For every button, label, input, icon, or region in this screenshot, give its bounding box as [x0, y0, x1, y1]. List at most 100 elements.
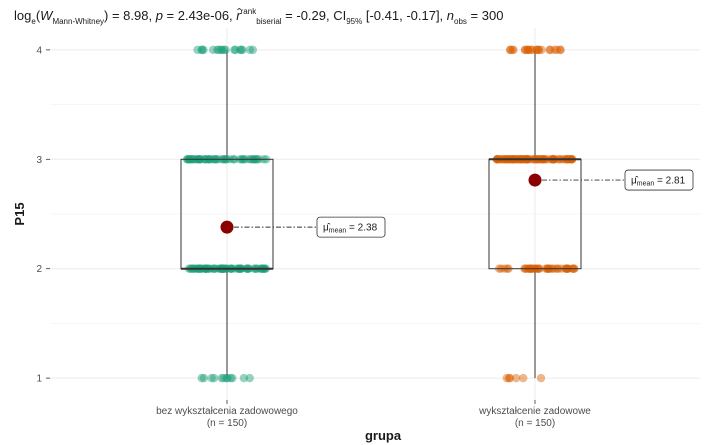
- subtitle-part: r̂: [236, 8, 242, 23]
- mean-value: = 2.38: [346, 223, 377, 234]
- x-tick-count: (n = 150): [515, 418, 555, 429]
- data-point: [237, 45, 246, 55]
- subtitle-part: rank: [241, 7, 258, 16]
- x-tick-label: wykształcenie zadowowe: [478, 406, 591, 417]
- subtitle-part: obs: [454, 17, 467, 26]
- data-point: [523, 45, 533, 55]
- data-point: [534, 45, 543, 55]
- data-point: [213, 45, 222, 55]
- data-point: [239, 373, 249, 383]
- mean-symbol: μ̂: [323, 222, 331, 234]
- subtitle-part: log: [14, 8, 31, 23]
- subtitle-part: W: [40, 8, 54, 23]
- data-point: [524, 45, 533, 55]
- subtitle-part: = 300: [467, 8, 504, 23]
- data-point: [221, 45, 230, 55]
- y-tick-label: 2: [36, 264, 42, 275]
- data-point: [527, 45, 536, 55]
- subtitle-part: = -0.29, CI: [282, 8, 347, 23]
- data-point: [536, 373, 546, 383]
- mean-point: [220, 220, 234, 234]
- data-point: [523, 45, 532, 55]
- mean-value: = 2.81: [654, 176, 685, 187]
- mean-label: μ̂mean = 2.38: [323, 222, 378, 235]
- data-point: [226, 373, 235, 383]
- data-point: [520, 45, 530, 55]
- mean-symbol-subscript: mean: [637, 181, 655, 188]
- data-point: [208, 45, 218, 55]
- subtitle-part: ) = 8.98,: [104, 8, 156, 23]
- subtitle-part: p: [155, 8, 163, 23]
- y-tick-label: 3: [36, 155, 42, 166]
- data-point: [527, 45, 537, 55]
- data-point: [505, 45, 515, 55]
- data-point: [502, 373, 511, 383]
- mean-label-box: [624, 169, 694, 191]
- data-point: [230, 45, 239, 55]
- data-point: [508, 45, 517, 55]
- data-point: [245, 373, 254, 383]
- data-point: [217, 45, 227, 55]
- data-point: [217, 45, 226, 55]
- mean-point: [528, 173, 542, 187]
- data-point: [556, 45, 565, 55]
- data-point: [197, 373, 206, 383]
- data-point: [219, 45, 229, 55]
- data-point: [228, 373, 237, 383]
- data-point: [207, 373, 216, 383]
- subtitle-part: n: [447, 8, 454, 23]
- x-tick-count: (n = 150): [207, 418, 247, 429]
- subtitle-part: = 2.43e-06,: [163, 8, 236, 23]
- data-point: [532, 45, 541, 55]
- data-point: [222, 373, 231, 383]
- subtitle-part: biserial: [256, 17, 282, 26]
- subtitle-part: [-0.41, -0.17],: [362, 8, 447, 23]
- data-point: [552, 45, 562, 55]
- data-point: [504, 373, 514, 383]
- data-point: [193, 45, 202, 55]
- subtitle-part: e: [31, 17, 36, 26]
- data-point: [556, 45, 565, 55]
- data-point: [199, 373, 209, 383]
- x-tick-label: bez wykształcenia zadowowego: [156, 406, 298, 417]
- data-point: [509, 45, 518, 55]
- chart-subtitle: loge(WMann-Whitney) = 8.98, p = 2.43e-06…: [14, 7, 503, 26]
- y-axis-title: P15: [12, 202, 27, 225]
- data-point: [197, 45, 206, 55]
- data-point: [245, 45, 255, 55]
- data-point: [197, 45, 207, 55]
- subtitle-part: (: [36, 8, 41, 23]
- data-point: [219, 373, 228, 383]
- data-point: [545, 45, 554, 55]
- subtitle-part: 95%: [346, 17, 362, 26]
- mean-symbol: μ̂: [631, 175, 639, 187]
- data-point: [534, 45, 544, 55]
- data-point: [217, 373, 226, 383]
- mean-label-box: [316, 216, 386, 238]
- data-point: [506, 45, 515, 55]
- data-point: [209, 373, 219, 383]
- data-point: [505, 373, 515, 383]
- data-point: [546, 45, 555, 55]
- data-point: [238, 45, 247, 55]
- data-point: [231, 45, 240, 55]
- plot-area: μ̂mean = 2.38μ̂mean = 2.81: [180, 45, 694, 383]
- data-point: [248, 45, 258, 55]
- y-tick-label: 4: [36, 45, 42, 56]
- data-point: [214, 45, 223, 55]
- data-point: [550, 45, 559, 55]
- x-axis-title: grupa: [365, 428, 402, 443]
- data-point: [519, 373, 528, 383]
- mean-label: μ̂mean = 2.81: [631, 175, 686, 188]
- data-point: [199, 45, 208, 55]
- subtitle-part: Mann-Whitney: [52, 17, 104, 26]
- data-point: [223, 373, 232, 383]
- data-point: [532, 45, 541, 55]
- data-point: [511, 373, 521, 383]
- data-point: [537, 45, 546, 55]
- data-point: [235, 45, 245, 55]
- mean-symbol-subscript: mean: [329, 228, 347, 235]
